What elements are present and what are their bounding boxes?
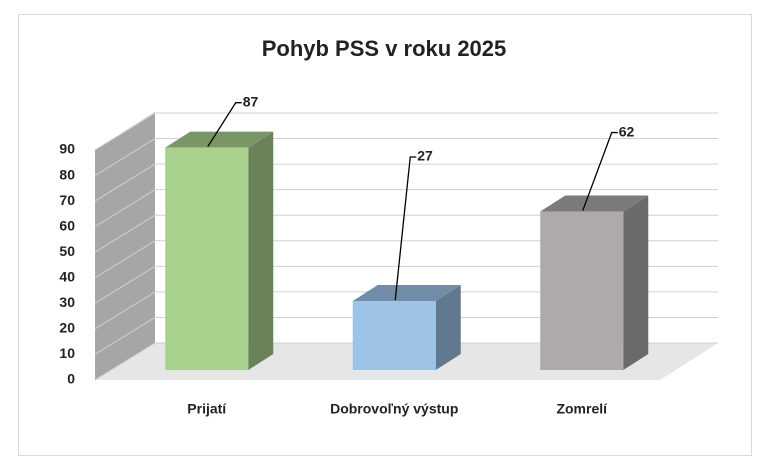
y-tick-label: 40 [59, 268, 75, 284]
bar-side [435, 285, 461, 370]
grid-line [94, 265, 156, 304]
grid-line [94, 240, 156, 279]
data-label: 87 [243, 93, 259, 109]
x-tick-label: Dobrovoľný výstup [330, 401, 458, 417]
y-tick-label: 10 [59, 345, 75, 361]
data-label: 27 [417, 148, 433, 164]
bar [165, 147, 249, 370]
bar [540, 211, 624, 370]
grid-line [94, 342, 156, 381]
grid-line [94, 214, 156, 253]
grid-line [94, 189, 156, 228]
y-tick-label: 20 [59, 320, 75, 336]
bar-top [540, 195, 649, 212]
y-tick-label: 60 [59, 217, 75, 233]
y-tick-label: 30 [59, 294, 75, 310]
leader-line [394, 156, 417, 301]
bar [352, 301, 436, 370]
bar-top [165, 131, 274, 148]
leader-line [207, 102, 242, 148]
data-label: 62 [619, 123, 635, 139]
bar-top [352, 285, 461, 301]
side-wall [95, 112, 155, 380]
x-tick-label: Prijatí [187, 401, 227, 417]
y-tick-label: 80 [59, 166, 75, 182]
y-tick-label: 50 [59, 243, 75, 259]
grid-line [94, 163, 156, 202]
grid-line [94, 112, 156, 151]
y-tick-label: 90 [59, 141, 75, 157]
leader-line [582, 131, 618, 211]
grid-line [94, 317, 156, 355]
bar-side [623, 195, 649, 370]
x-tick-label: Zomrelí [556, 401, 608, 417]
bar-side [248, 131, 274, 370]
y-tick-label: 70 [59, 192, 75, 208]
grid-line [94, 291, 156, 330]
grid-line [94, 138, 156, 176]
y-tick-label: 0 [67, 371, 75, 387]
chart-title: Pohyb PSS v roku 2025 [262, 36, 507, 61]
